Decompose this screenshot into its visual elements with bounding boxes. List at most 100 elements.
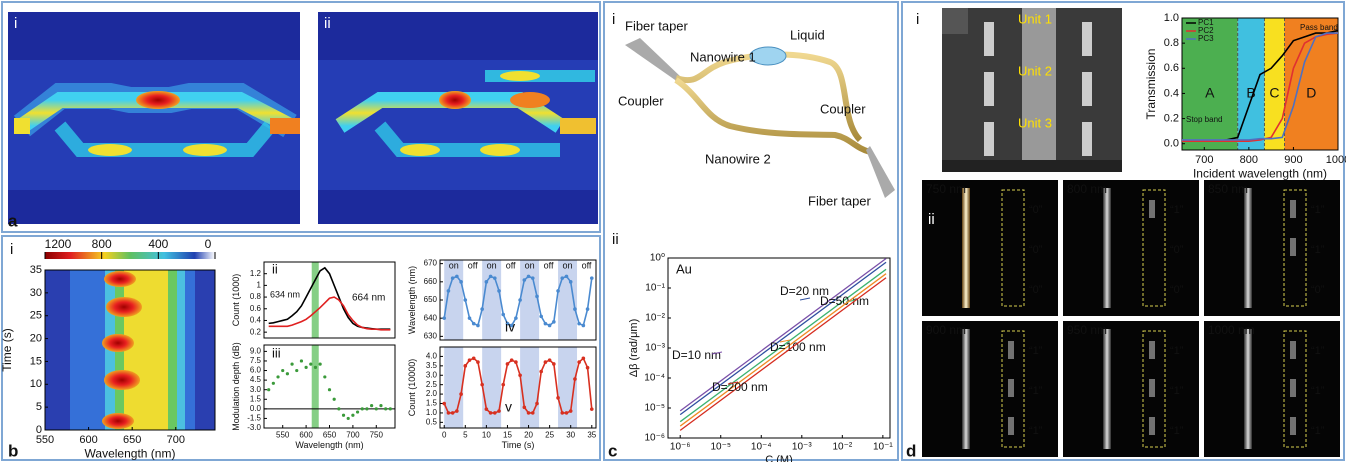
y-tick-label: 0.8 (250, 292, 262, 301)
y-tick-label: 4.5 (250, 375, 262, 384)
series-point (489, 411, 493, 415)
x-tick-label: 5 (463, 430, 468, 439)
series-point (442, 402, 446, 406)
x-tick-label: 10 (482, 430, 491, 439)
diagram-label: Nanowire 2 (705, 151, 771, 166)
tile-wavelength: 1000 nm (1208, 323, 1255, 337)
annotation: 664 nm (352, 293, 385, 304)
series-point (523, 405, 527, 409)
y-tick-label: 0.2 (250, 327, 262, 336)
sub-label: i (14, 15, 17, 32)
bit-label: “1” (1170, 385, 1184, 397)
y-tick-label: 10⁻³ (645, 343, 665, 354)
series-point (497, 289, 501, 293)
series-point (544, 322, 548, 326)
bit-spot (1149, 341, 1155, 359)
bit-spot (1290, 379, 1296, 397)
y-tick-label: -3.0 (247, 423, 261, 432)
bright-bar (1244, 188, 1252, 308)
x-tick-label: 10⁻⁵ (710, 442, 731, 453)
y-tick-label: 3.0 (426, 370, 438, 379)
y-tick-label: 10⁻⁴ (644, 373, 665, 384)
series-point (548, 324, 552, 328)
series-point (582, 357, 586, 361)
x-axis-label: Wavelength (nm) (295, 440, 363, 450)
series-point (451, 276, 455, 280)
scatter-point (379, 404, 382, 407)
y-tick-label: 3.0 (250, 385, 262, 394)
scatter-point (267, 388, 270, 391)
colorbar-label: 400 (148, 237, 168, 251)
y-tick-label: 2.0 (426, 389, 438, 398)
tile-wavelength: 900 nm (926, 323, 966, 337)
series-point (501, 383, 505, 387)
y-tick-label: 30 (30, 287, 42, 299)
series-point (531, 411, 535, 415)
scatter-point (375, 407, 378, 410)
bright-bar (962, 329, 970, 449)
x-tick-label: 700 (1195, 154, 1213, 166)
y-axis-label: Count (1000) (231, 274, 241, 327)
state-label: off (582, 260, 592, 270)
x-tick-label: 15 (503, 430, 512, 439)
bit-label: “1” (1311, 425, 1325, 437)
series-label: D=10 nm (672, 348, 721, 362)
scatter-point (389, 407, 392, 410)
x-tick-label: 25 (545, 430, 554, 439)
y-tick-label: 10⁻¹ (645, 283, 665, 294)
y-tick-label: 1.0 (1164, 12, 1179, 24)
scatter-point (333, 398, 336, 401)
annotation: Au (676, 261, 692, 276)
x-tick-label: 600 (79, 434, 97, 446)
annotation: iv (505, 319, 515, 335)
scatter-point (351, 414, 354, 417)
y-tick-label: 10⁻⁶ (644, 433, 665, 444)
series-point (535, 295, 539, 299)
state-label: off (506, 260, 516, 270)
scatter-point (370, 404, 373, 407)
series-point (577, 360, 581, 364)
series-point (472, 322, 476, 326)
shaded-interval (520, 260, 539, 340)
heatmap-image (45, 270, 215, 430)
shaded-interval (444, 347, 463, 428)
y-tick-label: 0 (36, 424, 42, 436)
scatter-point (328, 388, 331, 391)
scatter-point (365, 407, 368, 410)
series-point (518, 373, 522, 377)
scatter-point (384, 407, 387, 410)
bit-spot (1290, 341, 1296, 359)
diagram-label: Nanowire 1 (690, 49, 756, 64)
y-tick-label: 4.0 (426, 352, 438, 361)
y-tick-label: 35 (30, 264, 42, 276)
series-point (485, 280, 489, 284)
simulation-image (8, 12, 300, 224)
bit-label: “1” (1311, 345, 1325, 357)
scatter-point (276, 375, 279, 378)
series-point (586, 307, 590, 311)
series-point (485, 407, 489, 411)
series-point (518, 298, 522, 302)
series-point (569, 280, 573, 284)
y-tick-label: 25 (30, 310, 42, 322)
state-label: on (449, 260, 459, 270)
x-axis-label: Time (s) (502, 440, 535, 450)
series-point (476, 360, 480, 364)
diagram-label: Coupler (618, 93, 664, 108)
x-tick-label: 800 (1240, 154, 1258, 166)
series-point (459, 392, 463, 396)
series-point (510, 358, 514, 362)
series-point (556, 396, 560, 400)
x-tick-label: 35 (587, 430, 596, 439)
y-tick-label: 0.4 (1164, 87, 1179, 99)
bit-label: “1” (1029, 425, 1043, 437)
y-tick-label: 0.2 (1164, 112, 1179, 124)
series-point (468, 316, 472, 320)
y-tick-label: 1.2 (250, 269, 262, 278)
sub-label: ii (612, 231, 619, 248)
image-grid: “0”“0”“0”750 nm“1”“0”“0”800 nm“1”“1”“0”8… (922, 180, 1340, 457)
state-label: off (468, 260, 478, 270)
state-label: on (563, 260, 573, 270)
series-point (552, 320, 556, 324)
unit-label: Unit 2 (1018, 63, 1052, 78)
